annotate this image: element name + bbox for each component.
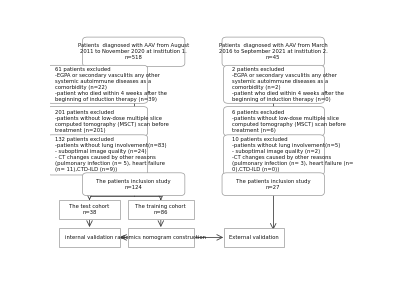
Text: 6 patients excluded
-patients without low-dose multiple slice
computed tomograph: 6 patients excluded -patients without lo… xyxy=(232,110,346,133)
Text: Patients  diagnosed with AAV from March
2016 to September 2021 at institution 2.: Patients diagnosed with AAV from March 2… xyxy=(219,43,328,60)
FancyBboxPatch shape xyxy=(128,228,194,247)
FancyBboxPatch shape xyxy=(47,135,148,175)
Text: The training cohort
n=86: The training cohort n=86 xyxy=(136,204,186,215)
Text: internal validation: internal validation xyxy=(66,235,114,240)
FancyBboxPatch shape xyxy=(224,65,324,103)
Text: 132 patients excluded
-patients without lung involvement(n=83)
- suboptimal imag: 132 patients excluded -patients without … xyxy=(55,137,167,172)
FancyBboxPatch shape xyxy=(224,228,284,247)
Text: 61 patients excluded
-EGPA or secondary vasculitis any other
systemic autoimmune: 61 patients excluded -EGPA or secondary … xyxy=(55,67,167,102)
Text: The test cohort
n=38: The test cohort n=38 xyxy=(70,204,110,215)
Text: The patients inclusion study
n=124: The patients inclusion study n=124 xyxy=(96,179,171,190)
Text: 2 patients excluded
-EGPA or secondary vasculitis any other
systemic autoimmune : 2 patients excluded -EGPA or secondary v… xyxy=(232,67,344,102)
Text: 201 patients excluded
-patients without low-dose multiple slice
computed tomogra: 201 patients excluded -patients without … xyxy=(55,110,169,133)
FancyBboxPatch shape xyxy=(59,228,120,247)
FancyBboxPatch shape xyxy=(47,65,148,103)
Text: radiomics nomogram construction: radiomics nomogram construction xyxy=(115,235,206,240)
Text: 10 patients excluded
-patients without lung involvement(n=5)
- suboptimal image : 10 patients excluded -patients without l… xyxy=(232,137,353,172)
Text: Patients  diagnosed with AAV from August
2011 to November 2020 at institution 1.: Patients diagnosed with AAV from August … xyxy=(78,43,189,60)
Text: External validation: External validation xyxy=(229,235,279,240)
FancyBboxPatch shape xyxy=(222,37,324,67)
FancyBboxPatch shape xyxy=(82,173,185,196)
FancyBboxPatch shape xyxy=(222,173,324,196)
FancyBboxPatch shape xyxy=(224,107,324,136)
FancyBboxPatch shape xyxy=(59,201,120,219)
FancyBboxPatch shape xyxy=(47,107,148,136)
FancyBboxPatch shape xyxy=(224,135,324,175)
FancyBboxPatch shape xyxy=(128,201,194,219)
FancyBboxPatch shape xyxy=(82,37,185,67)
Text: The patients inclusion study
n=27: The patients inclusion study n=27 xyxy=(236,179,310,190)
